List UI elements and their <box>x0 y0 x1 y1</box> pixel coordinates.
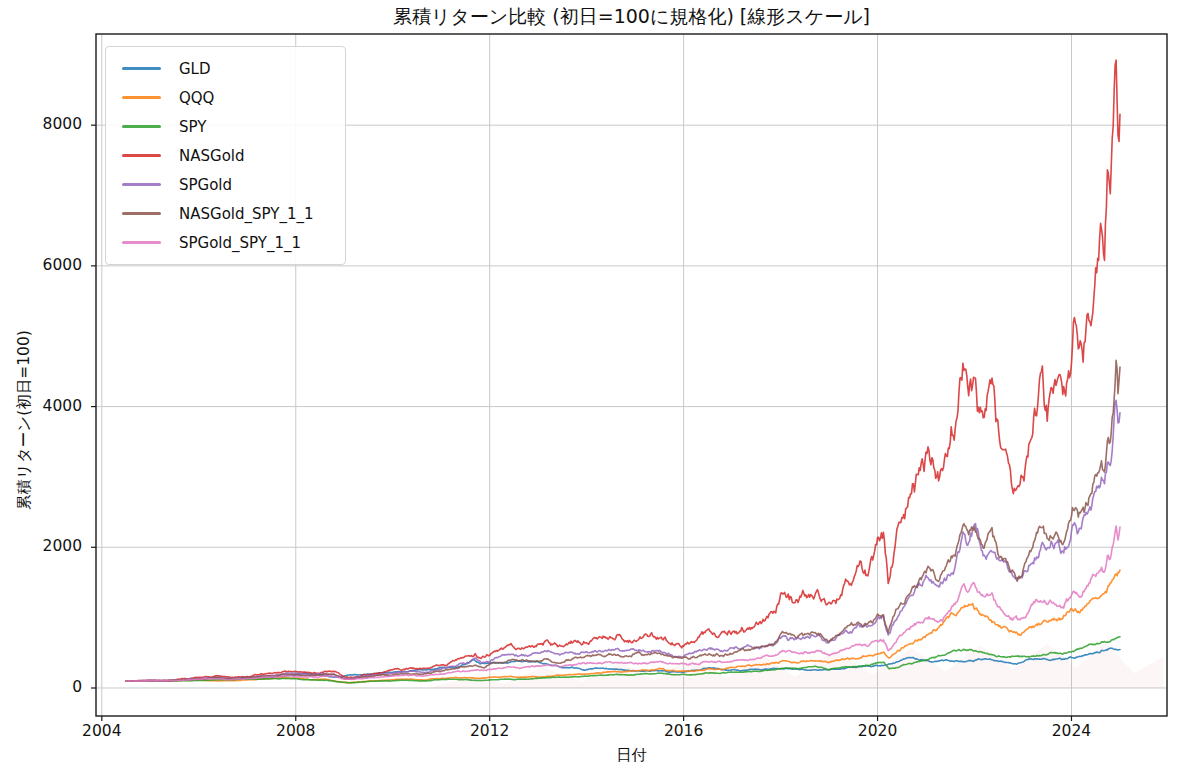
y-tick-label: 2000 <box>20 537 82 555</box>
legend-line-swatch-icon <box>122 241 161 244</box>
x-tick-label: 2008 <box>264 722 328 740</box>
x-axis-label: 日付 <box>96 745 1167 766</box>
x-tick-label: 2016 <box>652 722 716 740</box>
chart-title: 累積リターン比較 (初日=100に規格化) [線形スケール] <box>96 4 1167 28</box>
legend-item-spgold: SPGold <box>116 170 335 199</box>
legend-item-label: NASGold_SPY_1_1 <box>179 205 313 223</box>
legend-item-label: QQQ <box>179 89 214 107</box>
series-line-NASGold_SPY_1_1 <box>126 360 1120 681</box>
background-fill <box>432 642 1164 688</box>
chart-figure: 累積リターン比較 (初日=100に規格化) [線形スケール] 日付 累積リターン… <box>0 0 1178 777</box>
legend-item-nasgold_spy_1_1: NASGold_SPY_1_1 <box>116 199 335 228</box>
x-tick-label: 2012 <box>458 722 522 740</box>
legend-item-spgold_spy_1_1: SPGold_SPY_1_1 <box>116 228 335 257</box>
legend-line-swatch-icon <box>122 96 161 99</box>
legend-item-label: SPGold <box>179 176 232 194</box>
legend-line-swatch-icon <box>122 183 161 186</box>
legend-item-label: NASGold <box>179 147 245 165</box>
legend: GLD QQQ SPY NASGold SPGold NASGold_SPY_1_1 SPG… <box>105 46 346 265</box>
y-tick-label: 6000 <box>20 256 82 274</box>
legend-line-swatch-icon <box>122 154 161 157</box>
y-tick-label: 0 <box>20 678 82 696</box>
x-tick-label: 2004 <box>70 722 134 740</box>
legend-item-label: GLD <box>179 60 211 78</box>
legend-item-nasgold: NASGold <box>116 141 335 170</box>
legend-item-gld: GLD <box>116 54 335 83</box>
y-axis-label: 累積リターン(初日=100) <box>14 330 35 510</box>
y-tick-label: 4000 <box>20 397 82 415</box>
y-tick-label: 8000 <box>20 115 82 133</box>
legend-item-spy: SPY <box>116 112 335 141</box>
background-fill-layer <box>432 642 1164 688</box>
legend-line-swatch-icon <box>122 67 161 70</box>
x-tick-label: 2020 <box>846 722 910 740</box>
legend-item-qqq: QQQ <box>116 83 335 112</box>
x-tick-label: 2024 <box>1039 722 1103 740</box>
legend-item-label: SPY <box>179 118 206 136</box>
legend-item-label: SPGold_SPY_1_1 <box>179 234 301 252</box>
legend-line-swatch-icon <box>122 125 161 128</box>
legend-line-swatch-icon <box>122 212 161 215</box>
